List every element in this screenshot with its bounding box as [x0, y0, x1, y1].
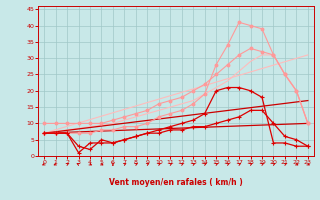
X-axis label: Vent moyen/en rafales ( km/h ): Vent moyen/en rafales ( km/h ) [109, 178, 243, 187]
